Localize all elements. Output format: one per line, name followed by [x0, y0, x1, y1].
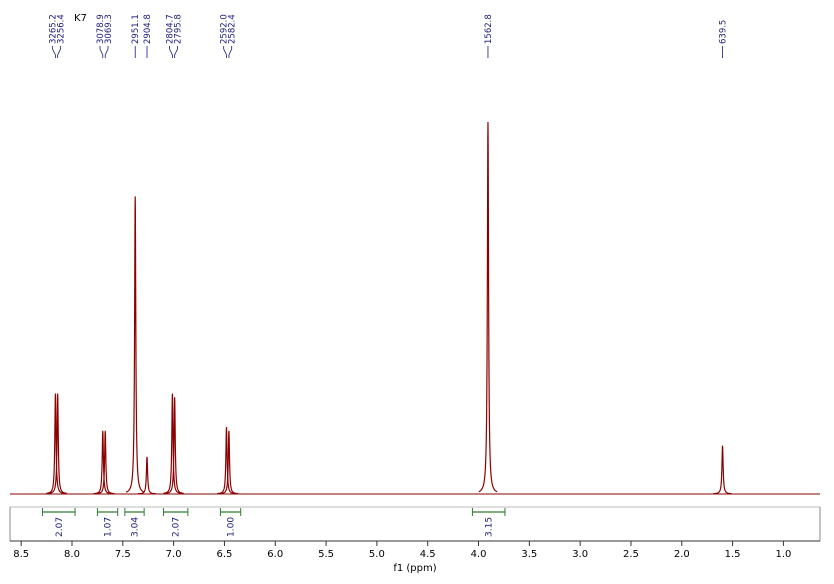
peak [219, 430, 239, 495]
peak-label-connector [174, 46, 178, 58]
x-tick-label: 6.0 [267, 549, 283, 560]
peak [163, 393, 182, 494]
peak-label: 3265.2 [49, 14, 59, 44]
x-tick-label: 4.5 [420, 549, 436, 560]
integral-label: 1.00 [227, 517, 237, 537]
peak-label: 2904.8 [143, 14, 153, 44]
x-tick-label: 3.5 [521, 549, 537, 560]
peak-label: 1562.8 [484, 14, 494, 44]
x-tick-label: 6.5 [216, 549, 232, 560]
x-tick-label: 8.5 [13, 549, 29, 560]
x-tick-label: 7.5 [115, 549, 131, 560]
integral-label: 3.15 [485, 517, 495, 537]
peak-label: 2795.8 [174, 14, 184, 44]
peak-label: 2804.7 [166, 14, 176, 44]
x-tick-label: 8.0 [64, 549, 80, 560]
x-tick-label: 2.0 [674, 549, 690, 560]
peak-label: 3256.4 [57, 14, 67, 44]
x-tick-label: 5.0 [369, 549, 385, 560]
peak [165, 397, 184, 495]
x-tick-label: 5.5 [318, 549, 334, 560]
peak-label-connector [223, 46, 227, 58]
peak [125, 196, 145, 493]
x-tick-label: 1.5 [725, 549, 741, 560]
peak [93, 430, 112, 495]
peak-label: 2592.0 [220, 14, 230, 44]
peak-label-connector [99, 46, 104, 58]
peak [478, 121, 498, 493]
x-tick-label: 3.0 [572, 549, 588, 560]
peak-label: 3069.3 [104, 14, 114, 44]
peak [96, 430, 115, 495]
peak-label-connector [104, 46, 109, 58]
peak-label-connector [57, 46, 61, 58]
peak [46, 393, 65, 494]
peak-label-connector [228, 46, 233, 58]
peak [137, 456, 157, 495]
integral-label: 3.04 [130, 517, 140, 537]
integral-label: 1.07 [104, 517, 114, 537]
integral-label: 2.07 [172, 517, 182, 537]
x-tick-label: 1.0 [775, 549, 791, 560]
peak-label: 2951.1 [131, 14, 141, 44]
peak-label-connector [52, 46, 56, 58]
peak [48, 393, 67, 494]
sample-label: K7 [74, 13, 87, 24]
peak-label: 2582.4 [228, 14, 238, 44]
integral-label: 2.07 [55, 517, 65, 537]
x-tick-label: 7.0 [166, 549, 182, 560]
x-tick-label: 2.5 [623, 549, 639, 560]
peak [713, 445, 732, 495]
x-axis-title: f1 (ppm) [393, 563, 436, 574]
peak-label-connector [169, 46, 173, 58]
peak-label: 639.5 [719, 20, 729, 44]
peak [217, 427, 236, 495]
x-tick-label: 4.0 [471, 549, 487, 560]
peak-label: 3078.9 [96, 14, 106, 44]
